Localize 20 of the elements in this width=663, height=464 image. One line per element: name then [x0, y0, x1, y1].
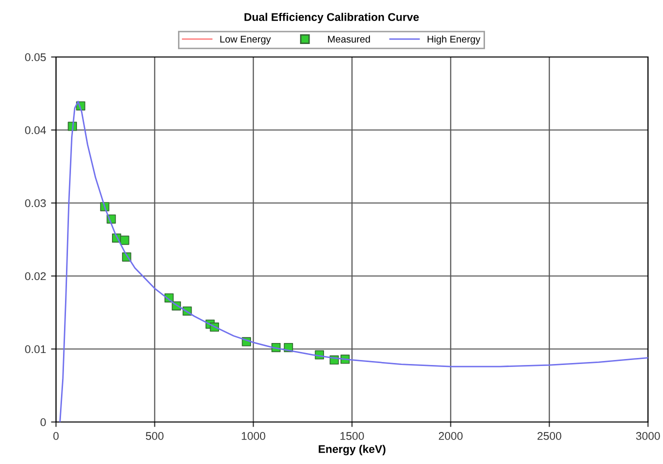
legend-label: Measured	[328, 35, 370, 43]
x-tick-label: 2000	[438, 432, 463, 440]
x-tick-label: 1000	[242, 432, 266, 440]
x-tick-label: 500	[146, 432, 164, 440]
legend-label: Low Energy	[220, 36, 271, 45]
line-series	[59, 100, 648, 422]
y-tick-label: 0	[40, 418, 46, 426]
x-tick-label: 0	[53, 432, 59, 440]
point	[120, 236, 130, 245]
y-tick-label: 0.03	[25, 199, 46, 208]
x-tick-label: 3000	[636, 432, 660, 440]
x-tick-label: 1500	[340, 432, 364, 440]
x-tick-label: 2500	[538, 432, 562, 440]
x-axis-title: Energy (keV)	[318, 444, 386, 456]
y-tick-label: 0.04	[25, 126, 46, 134]
y-tick-label: 0.01	[25, 345, 46, 354]
y-tick-label: 0.02	[25, 272, 46, 280]
chart-title: Dual Efficiency Calibration Curve	[244, 12, 419, 24]
legend-label: High Energy	[428, 35, 480, 45]
y-tick-label: 0.05	[25, 53, 46, 62]
